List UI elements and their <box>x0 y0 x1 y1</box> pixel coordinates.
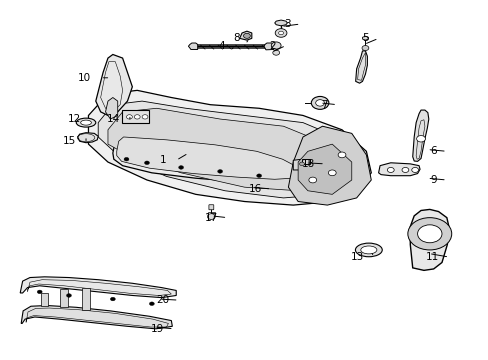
Text: 2: 2 <box>269 41 276 50</box>
Text: 18: 18 <box>301 159 315 169</box>
Polygon shape <box>378 163 419 176</box>
Polygon shape <box>78 133 98 143</box>
Polygon shape <box>96 54 132 116</box>
Circle shape <box>110 297 115 301</box>
Polygon shape <box>108 108 341 191</box>
Text: 14: 14 <box>107 114 120 124</box>
Polygon shape <box>82 288 90 310</box>
Circle shape <box>243 33 250 39</box>
Polygon shape <box>122 110 149 123</box>
Ellipse shape <box>81 120 91 125</box>
Text: 6: 6 <box>429 146 436 156</box>
Circle shape <box>407 218 451 250</box>
Circle shape <box>315 100 324 106</box>
Circle shape <box>271 42 281 49</box>
Text: 12: 12 <box>68 114 81 124</box>
Ellipse shape <box>76 118 96 127</box>
Circle shape <box>142 115 148 119</box>
Circle shape <box>144 161 149 165</box>
Polygon shape <box>41 293 48 306</box>
Polygon shape <box>302 159 310 164</box>
Polygon shape <box>105 98 118 119</box>
Circle shape <box>256 174 261 177</box>
Text: 8: 8 <box>232 33 239 43</box>
Polygon shape <box>239 31 251 40</box>
Circle shape <box>401 167 408 172</box>
Polygon shape <box>60 289 68 307</box>
Polygon shape <box>117 137 299 179</box>
Polygon shape <box>412 110 428 161</box>
Text: 3: 3 <box>284 19 290 29</box>
Circle shape <box>328 170 335 176</box>
Text: 17: 17 <box>204 213 217 222</box>
Circle shape <box>417 225 441 243</box>
Circle shape <box>126 115 132 119</box>
Ellipse shape <box>360 246 376 254</box>
Polygon shape <box>88 90 370 205</box>
Polygon shape <box>409 210 448 270</box>
Circle shape <box>337 152 345 158</box>
Circle shape <box>37 290 42 294</box>
Polygon shape <box>293 159 305 170</box>
Text: 20: 20 <box>156 295 168 305</box>
Text: 9: 9 <box>429 175 436 185</box>
Circle shape <box>308 177 316 183</box>
Circle shape <box>124 157 129 161</box>
Circle shape <box>207 214 215 220</box>
Text: 1: 1 <box>160 155 166 165</box>
Circle shape <box>66 294 71 297</box>
Polygon shape <box>355 51 366 83</box>
Polygon shape <box>98 101 356 198</box>
Text: 10: 10 <box>78 73 91 83</box>
Circle shape <box>134 115 140 119</box>
Circle shape <box>217 170 222 173</box>
Circle shape <box>311 96 328 109</box>
Circle shape <box>272 50 279 55</box>
Polygon shape <box>113 134 303 184</box>
Circle shape <box>416 135 425 142</box>
Polygon shape <box>362 36 367 40</box>
Polygon shape <box>298 144 351 194</box>
Circle shape <box>149 302 154 306</box>
Polygon shape <box>274 20 287 26</box>
Circle shape <box>361 45 368 50</box>
Circle shape <box>178 166 183 169</box>
Polygon shape <box>264 43 273 50</box>
Polygon shape <box>20 277 176 298</box>
Polygon shape <box>188 43 197 49</box>
Polygon shape <box>21 306 172 329</box>
Circle shape <box>299 162 304 166</box>
Circle shape <box>386 167 393 172</box>
Text: 19: 19 <box>150 324 163 334</box>
Ellipse shape <box>355 243 382 257</box>
Circle shape <box>278 31 283 35</box>
Text: 13: 13 <box>350 252 363 262</box>
Text: 11: 11 <box>426 252 439 262</box>
Circle shape <box>275 29 286 37</box>
Text: 5: 5 <box>362 33 368 43</box>
Text: 4: 4 <box>218 41 224 50</box>
Text: 7: 7 <box>320 100 327 110</box>
FancyBboxPatch shape <box>208 205 213 210</box>
Text: 16: 16 <box>248 184 261 194</box>
Polygon shape <box>288 126 370 205</box>
Text: 15: 15 <box>63 136 76 145</box>
Circle shape <box>411 167 418 172</box>
